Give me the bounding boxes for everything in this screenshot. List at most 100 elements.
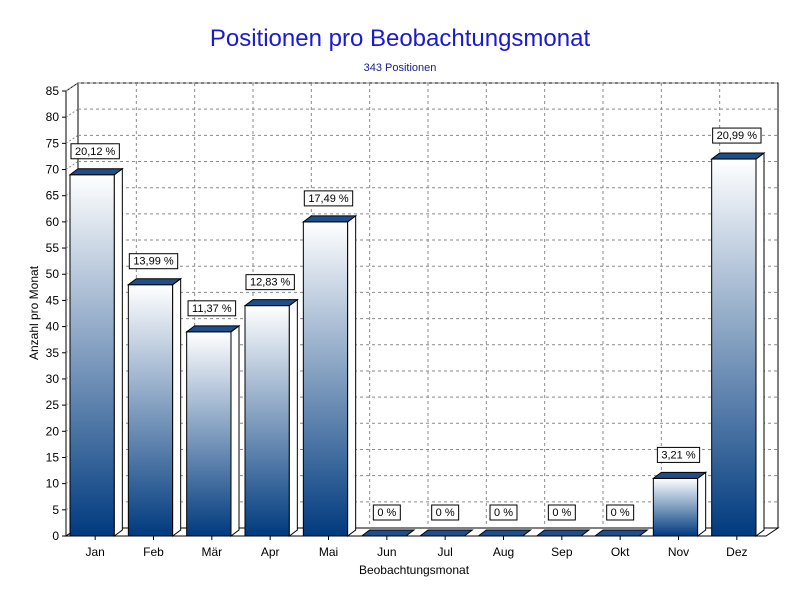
- bar-top: [243, 299, 299, 307]
- x-tick-label: Jan: [85, 545, 104, 559]
- bar-front: [186, 331, 232, 537]
- data-label: 3,21 %: [661, 449, 695, 461]
- bar: [301, 214, 358, 537]
- bar-top: [651, 471, 708, 479]
- data-label-box: [187, 300, 237, 317]
- bar-top: [126, 278, 183, 286]
- x-axis-title: Beobachtungsmonat: [359, 563, 470, 577]
- bar: [593, 529, 649, 537]
- bar: [651, 471, 708, 537]
- bar-top: [710, 152, 766, 160]
- y-tick-label: 15: [46, 450, 60, 464]
- data-label: 20,99 %: [717, 130, 758, 142]
- data-label: 12,83 %: [250, 277, 291, 289]
- bar-front: [244, 305, 290, 537]
- bar: [476, 529, 533, 537]
- data-label-box: [128, 253, 179, 270]
- y-tick-label: 0: [52, 529, 59, 543]
- data-label-box: [712, 127, 762, 144]
- y-tick-label: 55: [46, 241, 60, 255]
- y-tick-label: 65: [46, 189, 60, 203]
- y-tick-label: 5: [52, 503, 59, 517]
- bar-side: [755, 152, 765, 537]
- y-tick-label: 20: [46, 424, 60, 438]
- gridline-side: [65, 134, 79, 144]
- x-tick-label: Jul: [437, 545, 452, 559]
- data-label-box: [70, 143, 120, 160]
- x-tick-label: Mai: [319, 545, 338, 559]
- y-tick-label: 60: [46, 215, 60, 229]
- bar: [68, 167, 124, 537]
- data-label-box: [303, 190, 354, 207]
- bar-top: [185, 325, 241, 333]
- x-tick-label: Dez: [726, 545, 747, 559]
- data-label-box: [245, 274, 295, 291]
- data-label-box: [431, 504, 460, 521]
- data-labels: 20,12 % 13,99 % 11,37 % 12,83 % 17,49 % 0 % 0 …: [70, 127, 762, 521]
- data-label-box: [489, 504, 518, 521]
- bar-front: [711, 158, 757, 537]
- gridline-side: [65, 108, 79, 118]
- data-label: 17,49 %: [308, 193, 349, 205]
- y-tick-label: 40: [46, 320, 60, 334]
- x-tick-label: Mär: [201, 545, 222, 559]
- y-tick-label: 35: [46, 346, 60, 360]
- y-axis-title: Anzahl pro Monat: [27, 265, 41, 360]
- bar-front: [127, 284, 174, 537]
- y-tick-label: 85: [46, 84, 60, 98]
- y-tick-label: 70: [46, 163, 60, 177]
- x-axis-ticks: Jan Feb Mär Apr Mai Jun Jul Aug Sep Okt Nov Dez: [85, 536, 748, 559]
- bar-top: [418, 529, 474, 537]
- y-tick-label: 10: [46, 477, 60, 491]
- x-tick-label: Jun: [377, 545, 396, 559]
- chart-subtitle: 343 Positionen: [364, 62, 437, 74]
- bar-top: [535, 529, 591, 537]
- data-label: 0 %: [436, 507, 455, 519]
- data-label: 13,99 %: [133, 256, 174, 268]
- y-tick-label: 75: [46, 136, 60, 150]
- bar-side: [113, 167, 123, 537]
- bar-top: [476, 529, 533, 537]
- bar-side: [697, 471, 707, 537]
- data-label: 0 %: [552, 507, 571, 519]
- bar-side: [230, 324, 240, 537]
- bar-side: [288, 298, 298, 537]
- data-label-box: [372, 504, 401, 521]
- data-label: 0 %: [611, 507, 630, 519]
- y-tick-label: 50: [46, 267, 60, 281]
- bar: [710, 152, 766, 537]
- x-tick-label: Nov: [668, 545, 689, 559]
- data-label-box: [656, 446, 701, 463]
- bar: [126, 277, 183, 537]
- bar-front: [69, 174, 115, 537]
- bar: [360, 529, 416, 537]
- y-tick-label: 45: [46, 293, 60, 307]
- x-tick-label: Okt: [611, 545, 630, 559]
- bar: [418, 529, 474, 537]
- bar: [535, 529, 591, 537]
- y-axis-ticks: 0 5 10 15 20 25 30 35 40 45 50 55 60 65 70 75 80 85: [46, 84, 66, 543]
- x-tick-label: Feb: [143, 545, 164, 559]
- y-tick-label: 80: [46, 110, 60, 124]
- bar: [243, 298, 299, 537]
- bar-top: [593, 529, 649, 537]
- bar-top: [360, 529, 416, 537]
- x-tick-label: Apr: [261, 545, 280, 559]
- bar-front: [652, 477, 699, 537]
- bars: [68, 152, 766, 537]
- data-label-box: [606, 504, 635, 521]
- y-tick-label: 30: [46, 372, 60, 386]
- gridline-side: [65, 161, 79, 170]
- chart-title: Positionen pro Beobachtungsmonat: [210, 25, 591, 52]
- x-tick-label: Aug: [493, 545, 514, 559]
- gridline-side: [65, 82, 79, 92]
- data-label: 0 %: [377, 507, 396, 519]
- data-label-box: [547, 504, 576, 521]
- data-label: 20,12 %: [75, 146, 116, 158]
- bar: [185, 324, 241, 537]
- data-label: 11,37 %: [192, 303, 232, 315]
- bar-top: [68, 168, 124, 176]
- bar-side: [172, 277, 182, 537]
- data-label: 0 %: [494, 507, 513, 519]
